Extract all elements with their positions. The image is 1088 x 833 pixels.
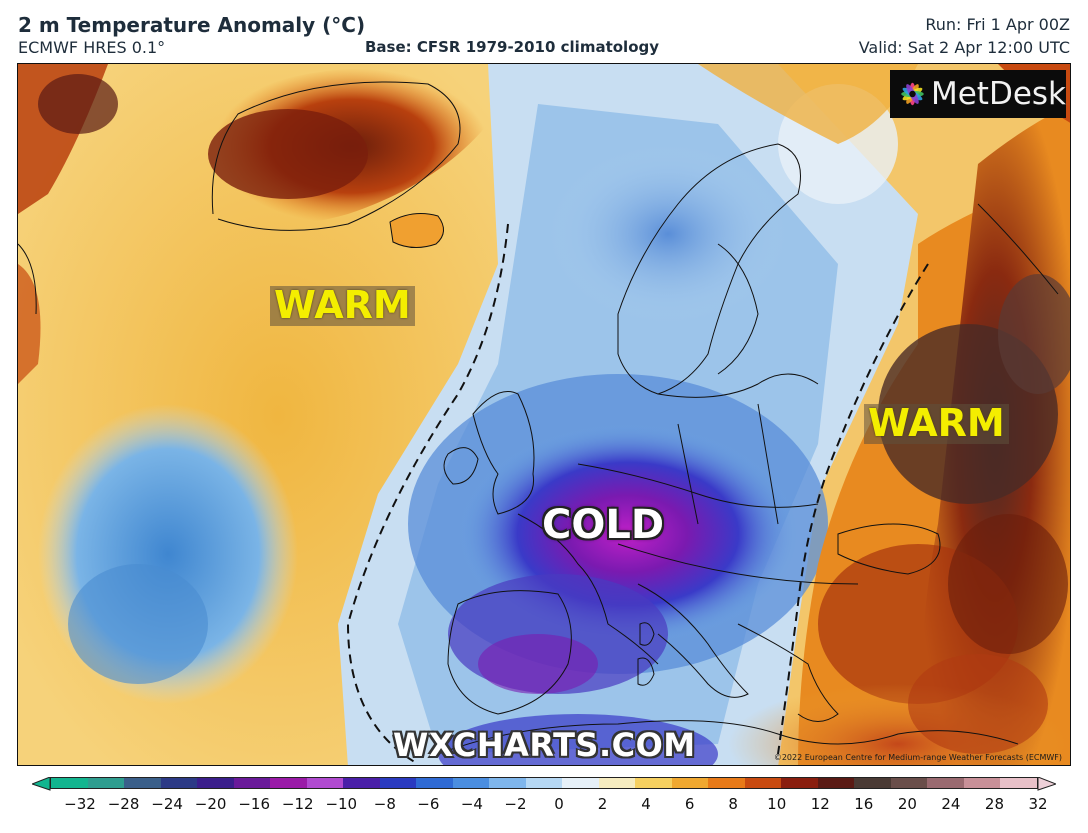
colorbar-tick-label: −24 bbox=[151, 795, 183, 813]
colorbar-tick-label: 24 bbox=[941, 795, 961, 813]
colorbar-tick-label: −12 bbox=[281, 795, 314, 813]
colorbar-segment bbox=[598, 778, 636, 788]
colorbar-tick-label: −20 bbox=[194, 795, 227, 813]
colorbar-tick-label: 0 bbox=[554, 795, 564, 813]
colorbar-segment bbox=[1000, 778, 1037, 788]
colorbar bbox=[32, 777, 1056, 791]
colorbar-segment bbox=[854, 778, 891, 788]
colorbar-segment bbox=[51, 778, 88, 788]
colorbar-tick-label: 32 bbox=[1028, 795, 1048, 813]
colorbar-tick-label: −16 bbox=[238, 795, 270, 813]
colorbar-segment bbox=[562, 778, 599, 788]
colorbar-segment bbox=[416, 778, 453, 788]
warm-atlantic-label: WARM bbox=[270, 285, 415, 326]
colorbar-tick-label: −28 bbox=[107, 795, 140, 813]
colorbar-segment bbox=[233, 778, 271, 788]
cold-boundary-dashed bbox=[346, 223, 509, 765]
logo-text: MetDesk bbox=[930, 76, 1066, 112]
colorbar-tick-label: 16 bbox=[854, 795, 874, 813]
colorbar-ticks: −32 −28 −24 −20 −16 −12 −10 −8 −6 −4 −2 0 2 4 6 8 10 12 16… bbox=[50, 795, 1050, 815]
colorbar-segment bbox=[489, 778, 526, 788]
colorbar-segment bbox=[817, 778, 855, 788]
valid-time-label: Valid: Sat 2 Apr 12:00 UTC bbox=[858, 38, 1070, 57]
colorbar-tick-label: 20 bbox=[897, 795, 917, 813]
base-climatology-label: Base: CFSR 1979-2010 climatology bbox=[365, 38, 660, 56]
colorbar-segment bbox=[270, 778, 307, 788]
coastlines bbox=[18, 81, 1059, 755]
ecmwf-copyright: ©2022 European Centre for Medium-range W… bbox=[773, 753, 1062, 762]
colorbar-tick-label: −6 bbox=[417, 795, 440, 813]
colorbar-segment bbox=[379, 778, 417, 788]
colorbar-segment bbox=[927, 778, 964, 788]
colorbar-tick-label: 10 bbox=[767, 795, 787, 813]
colorbar-tick-label: −2 bbox=[504, 795, 527, 813]
anomaly-map: MetDesk WARM WARM COLD WXCHARTS.COM ©202… bbox=[17, 63, 1071, 766]
chart-title: 2 m Temperature Anomaly (°C) bbox=[18, 13, 366, 37]
colorbar-tick-label: −10 bbox=[325, 795, 358, 813]
colorbar-tick-label: −32 bbox=[64, 795, 96, 813]
colorbar-segment bbox=[452, 778, 490, 788]
run-label: Run: Fri 1 Apr 00Z bbox=[925, 15, 1070, 34]
colorbar-segment bbox=[635, 778, 672, 788]
colorbar-segment bbox=[197, 778, 234, 788]
colorbar-segment bbox=[744, 778, 782, 788]
colorbar-segment bbox=[343, 778, 380, 788]
wxcharts-watermark: WXCHARTS.COM bbox=[393, 726, 696, 764]
colorbar-segment bbox=[525, 778, 563, 788]
colorbar-arrows bbox=[32, 777, 1056, 791]
colorbar-segment bbox=[708, 778, 745, 788]
colorbar-tick-label: 4 bbox=[641, 795, 651, 813]
colorbar-segment bbox=[671, 778, 709, 788]
model-label: ECMWF HRES 0.1° bbox=[18, 38, 166, 57]
colorbar-tick-label: 6 bbox=[684, 795, 695, 813]
colorbar-segment bbox=[306, 778, 344, 788]
colorbar-segment bbox=[87, 778, 125, 788]
colorbar-segment bbox=[781, 778, 818, 788]
colorbar-tick-label: 12 bbox=[810, 795, 830, 813]
warm-east-label: WARM bbox=[864, 403, 1009, 444]
colorbar-tick-label: 8 bbox=[728, 795, 738, 813]
colorbar-segment bbox=[160, 778, 198, 788]
colorbar-segment bbox=[890, 778, 928, 788]
metdesk-flower-icon bbox=[901, 82, 924, 106]
colorbar-gradient bbox=[50, 777, 1038, 789]
colorbar-segment bbox=[963, 778, 1001, 788]
colorbar-tick-label: −8 bbox=[373, 795, 396, 813]
anomaly-map-canvas bbox=[18, 64, 1070, 765]
cold-europe-label: COLD bbox=[542, 502, 665, 548]
colorbar-tick-label: 2 bbox=[597, 795, 608, 813]
colorbar-segment bbox=[124, 778, 161, 788]
colorbar-tick-label: 28 bbox=[984, 795, 1004, 813]
colorbar-tick-label: −4 bbox=[460, 795, 483, 813]
metdesk-logo: MetDesk bbox=[890, 70, 1066, 118]
